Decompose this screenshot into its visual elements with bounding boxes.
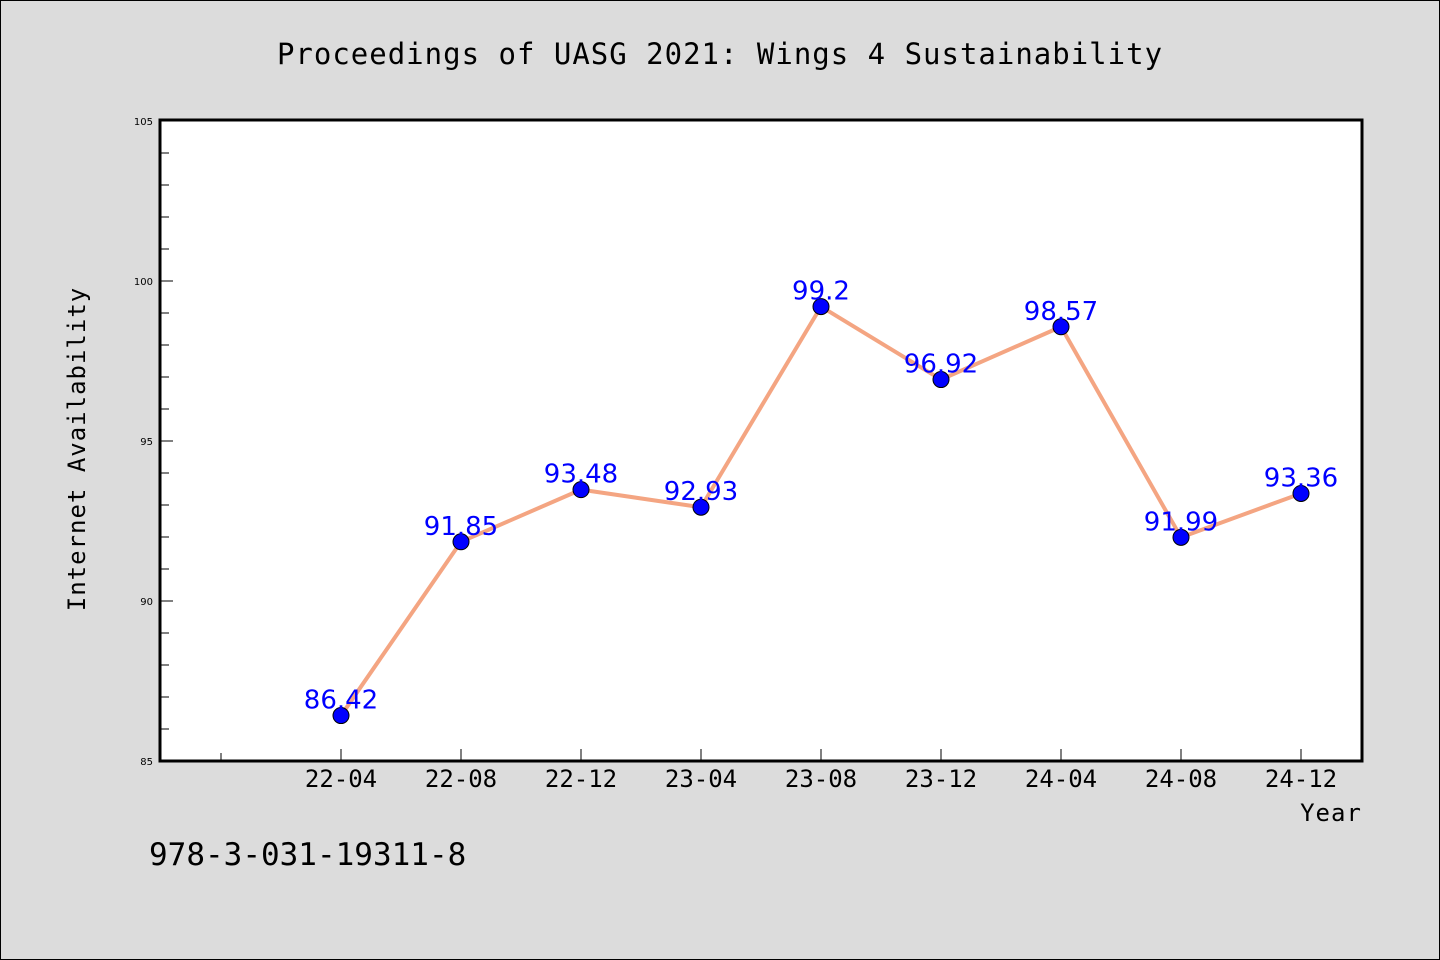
y-tick-label: 85: [140, 757, 153, 768]
data-label: 93.48: [544, 460, 618, 490]
y-axis-tick-labels: 85 90 95 100 105: [134, 117, 153, 768]
data-point: [692, 498, 710, 516]
data-label: 96.92: [904, 350, 978, 380]
footnote-isbn: 978-3-031-19311-8: [149, 837, 466, 873]
y-tick-label: 90: [140, 597, 153, 608]
x-tick-label: 22-04: [305, 765, 377, 793]
y-tick-label: 105: [134, 117, 153, 128]
x-tick-label: 23-04: [665, 765, 737, 793]
data-labels: 86.42 91.85 93.48 92.93 99.2 96.92 98.57 91.99 9…: [304, 277, 1338, 716]
data-label: 92.93: [664, 477, 738, 507]
y-tick-label: 100: [134, 277, 153, 288]
data-point: [932, 371, 950, 389]
data-label: 91.85: [424, 512, 498, 542]
x-tick-label: 24-08: [1145, 765, 1217, 793]
data-label: 91.99: [1144, 507, 1218, 537]
data-point: [452, 533, 470, 551]
data-label: 86.42: [304, 686, 378, 716]
data-point: [1052, 318, 1070, 336]
x-axis-ticks: [220, 749, 1302, 761]
data-label: 99.2: [792, 277, 850, 307]
data-point: [812, 298, 830, 316]
x-axis-tick-labels: 22-04 22-08 22-12 23-04 23-08 23-12 24-04 24-08…: [305, 765, 1337, 793]
data-point: [332, 707, 350, 725]
y-axis-label: Internet Availability: [63, 287, 91, 611]
data-point: [572, 481, 590, 499]
x-tick-label: 22-08: [425, 765, 497, 793]
data-label: 98.57: [1024, 297, 1098, 327]
data-point: [1172, 528, 1190, 546]
x-tick-label: 24-04: [1025, 765, 1097, 793]
x-tick-label: 22-12: [545, 765, 617, 793]
x-tick-label: 23-12: [905, 765, 977, 793]
y-axis-ticks: [161, 120, 173, 762]
x-axis-label: Year: [1300, 799, 1362, 827]
data-point: [1292, 484, 1310, 502]
data-label: 93.36: [1264, 463, 1338, 493]
plot-area: [158, 118, 1364, 763]
chart-title: Proceedings of UASG 2021: Wings 4 Sustai…: [277, 37, 1163, 71]
data-point-markers: [332, 298, 1310, 725]
x-tick-label: 24-12: [1265, 765, 1337, 793]
y-tick-label: 95: [140, 437, 153, 448]
x-tick-label: 23-08: [785, 765, 857, 793]
